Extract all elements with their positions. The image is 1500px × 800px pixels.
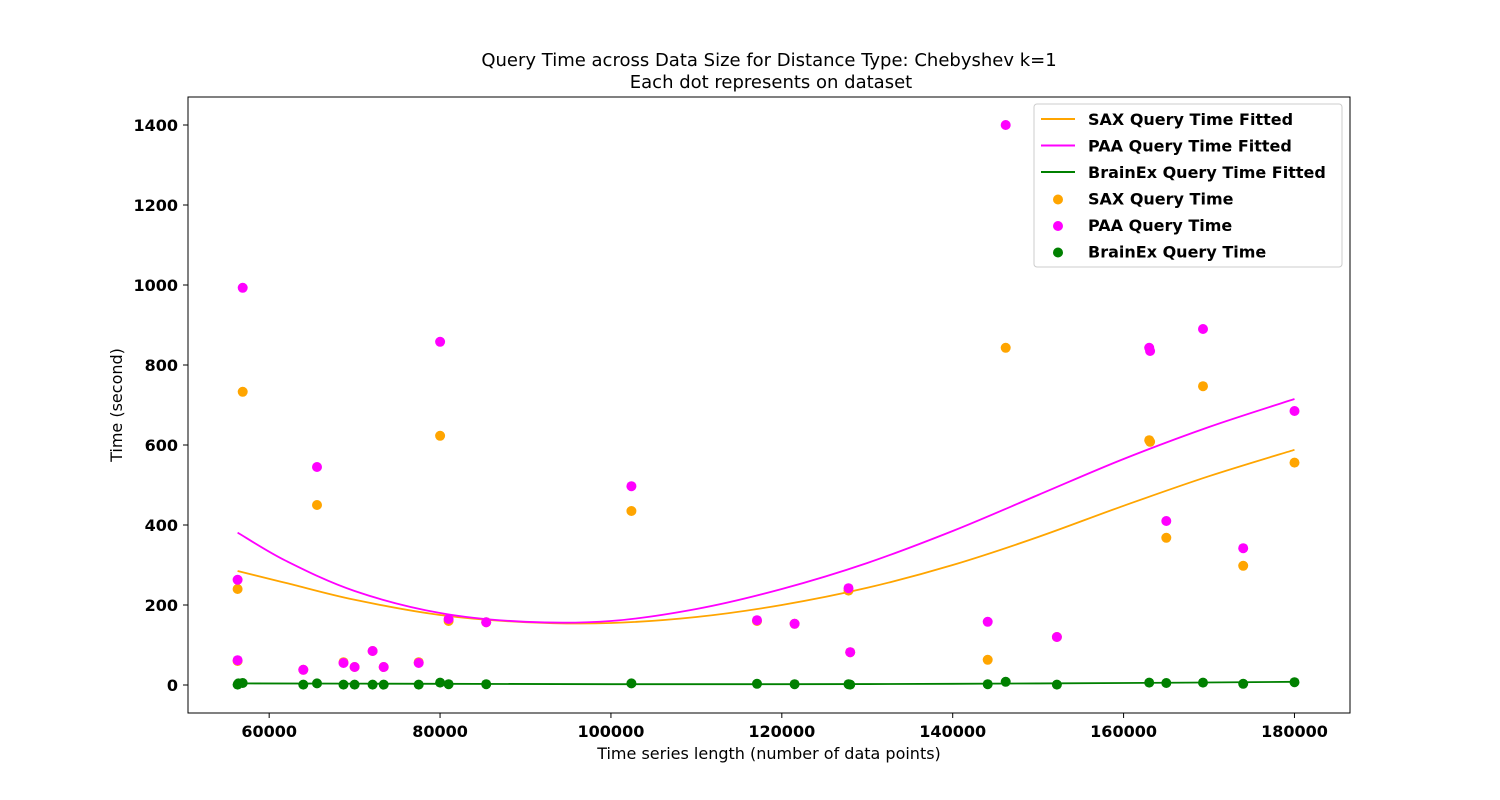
scatter-point-2 — [443, 679, 454, 690]
chart-subtitle: Each dot represents on dataset — [630, 72, 912, 93]
y-tick-label: 0 — [167, 676, 178, 695]
scatter-point-1 — [1238, 543, 1249, 554]
y-tick-label: 1400 — [133, 116, 178, 135]
scatter-point-1 — [845, 647, 856, 658]
scatter-point-0 — [1238, 560, 1249, 571]
legend: SAX Query Time Fitted PAA Query Time Fitt… — [1033, 103, 1343, 268]
scatter-point-1 — [435, 336, 446, 347]
scatter-point-0 — [435, 430, 446, 441]
scatter-point-0 — [982, 654, 993, 665]
x-tick-label: 60000 — [241, 722, 297, 741]
scatter-point-1 — [626, 481, 637, 492]
chart-title: Query Time across Data Size for Distance… — [481, 50, 1056, 71]
scatter-point-0 — [237, 386, 248, 397]
legend-marker-2 — [1053, 247, 1063, 258]
scatter-point-2 — [378, 679, 389, 690]
y-axis: 0 200 400 600 800 1000 1200 1400 — [133, 116, 188, 695]
scatter-point-1 — [1198, 324, 1208, 334]
legend-label: PAA Query Time — [1088, 216, 1232, 235]
scatter-point-2 — [1198, 677, 1208, 688]
scatter-point-2 — [338, 679, 349, 690]
x-tick-label: 160000 — [1090, 722, 1157, 741]
scatter-point-2 — [982, 679, 993, 690]
scatter-point-1 — [367, 646, 378, 656]
scatter-point-2 — [1238, 678, 1249, 689]
y-tick-label: 400 — [145, 516, 178, 535]
y-tick-label: 1000 — [133, 276, 178, 295]
scatter-point-1 — [232, 574, 243, 585]
scatter-point-2 — [1161, 678, 1172, 688]
scatter-point-2 — [845, 679, 856, 690]
x-axis-label: Time series length (number of data point… — [596, 744, 941, 763]
x-tick-label: 120000 — [748, 722, 815, 741]
scatter-point-0 — [1145, 436, 1156, 447]
scatter-point-1 — [1145, 346, 1156, 356]
scatter-point-2 — [1051, 679, 1062, 690]
scatter-point-0 — [1289, 457, 1300, 468]
legend-label: SAX Query Time — [1088, 190, 1234, 209]
scatter-point-2 — [435, 677, 446, 688]
scatter-point-0 — [1161, 532, 1172, 543]
scatter-point-1 — [349, 662, 360, 672]
scatter-point-2 — [1144, 677, 1155, 688]
y-tick-label: 800 — [145, 356, 178, 375]
scatter-point-2 — [349, 679, 360, 690]
scatter-point-1 — [413, 658, 424, 668]
scatter-point-1 — [312, 462, 322, 472]
y-axis-label: Time (second) — [107, 348, 126, 463]
scatter-point-1 — [298, 664, 309, 675]
scatter-point-2 — [1289, 677, 1300, 688]
scatter-point-0 — [1198, 381, 1208, 392]
scatter-point-1 — [982, 616, 993, 627]
scatter-point-2 — [312, 678, 322, 689]
scatter-point-1 — [1289, 406, 1300, 416]
scatter-point-1 — [338, 658, 349, 668]
scatter-point-2 — [298, 679, 309, 690]
y-tick-label: 200 — [145, 596, 178, 615]
y-tick-label: 1200 — [133, 196, 178, 215]
scatter-point-2 — [752, 678, 762, 689]
scatter-point-1 — [232, 655, 243, 666]
scatter-point-0 — [626, 506, 637, 516]
scatter-point-1 — [237, 282, 248, 293]
scatter-point-2 — [481, 679, 492, 690]
scatter-point-1 — [1161, 516, 1172, 526]
scatter-point-2 — [413, 679, 424, 690]
scatter-point-1 — [1000, 120, 1011, 130]
legend-marker-0 — [1053, 194, 1063, 205]
legend-label: PAA Query Time Fitted — [1088, 137, 1292, 156]
x-tick-label: 140000 — [919, 722, 986, 741]
scatter-point-0 — [1000, 342, 1011, 353]
scatter-point-1 — [378, 662, 389, 672]
fitted-line-0 — [237, 448, 1295, 625]
x-tick-label: 100000 — [578, 722, 645, 741]
scatter-point-1 — [843, 583, 854, 594]
scatter-point-2 — [367, 679, 378, 690]
scatter-point-2 — [1000, 676, 1011, 687]
x-tick-label: 80000 — [412, 722, 468, 741]
scatter-point-2 — [789, 679, 800, 690]
scatter-point-2 — [626, 678, 637, 689]
legend-label: SAX Query Time Fitted — [1088, 110, 1293, 129]
scatter-point-0 — [312, 500, 322, 510]
fitted-line-2 — [237, 680, 1295, 686]
plot-frame — [187, 96, 1351, 714]
scatter-point-1 — [752, 615, 762, 626]
scatter-point-1 — [443, 614, 454, 624]
legend-marker-1 — [1053, 221, 1063, 231]
x-tick-label: 180000 — [1261, 722, 1328, 741]
scatter-point-0 — [232, 584, 243, 594]
x-axis: 60000 80000 100000 120000 140000 160000 180000 — [241, 713, 1328, 741]
fitted-line-1 — [237, 398, 1295, 624]
y-tick-label: 600 — [145, 436, 178, 455]
plot-area — [232, 120, 1300, 690]
legend-box — [1033, 103, 1343, 268]
scatter-point-1 — [1051, 632, 1062, 642]
scatter-point-2 — [237, 678, 248, 688]
scatter-point-1 — [481, 617, 492, 628]
legend-label: BrainEx Query Time Fitted — [1088, 163, 1326, 182]
legend-label: BrainEx Query Time — [1088, 243, 1266, 262]
scatter-point-1 — [789, 618, 800, 629]
